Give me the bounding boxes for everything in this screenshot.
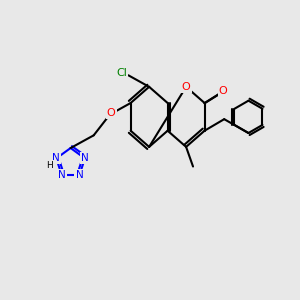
Text: O: O — [182, 82, 190, 92]
Text: Cl: Cl — [116, 68, 127, 78]
Text: N: N — [58, 170, 66, 180]
Text: N: N — [76, 170, 83, 180]
Text: N: N — [52, 153, 60, 164]
Text: N: N — [81, 153, 89, 164]
Text: O: O — [106, 108, 116, 118]
Text: H: H — [46, 161, 53, 170]
Text: O: O — [219, 86, 227, 96]
